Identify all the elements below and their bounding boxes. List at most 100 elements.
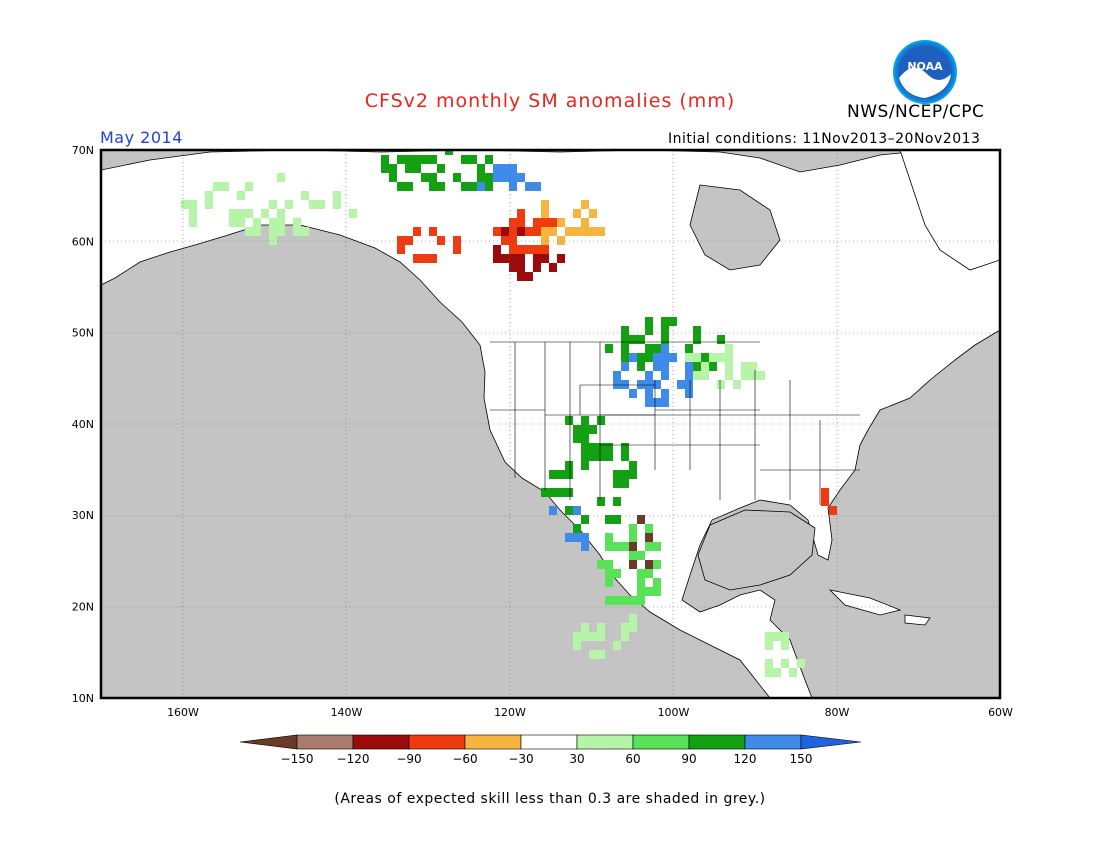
anomaly-cell <box>605 515 613 524</box>
anomaly-cell <box>181 200 189 209</box>
anomaly-cell <box>653 560 661 569</box>
anomaly-cell <box>573 632 581 641</box>
anomaly-cell <box>645 326 653 335</box>
anomaly-cell <box>597 227 605 236</box>
latitude-labels: 70N 60N 50N 40N 30N 20N 10N <box>72 144 94 705</box>
anomaly-cell <box>469 182 477 191</box>
anomaly-cell <box>669 317 677 326</box>
anomaly-cell <box>213 182 221 191</box>
anomaly-cell <box>549 263 557 272</box>
anomaly-cell <box>725 344 733 353</box>
anomaly-cell <box>405 164 413 173</box>
anomaly-cell <box>421 155 429 164</box>
anomaly-cell <box>613 569 621 578</box>
anomaly-cell <box>701 362 709 371</box>
anomaly-cell <box>661 389 669 398</box>
anomaly-cell <box>781 632 789 641</box>
anomaly-cell <box>661 362 669 371</box>
anomaly-cell <box>685 371 693 380</box>
anomaly-cell <box>437 164 445 173</box>
anomaly-cell <box>509 254 517 263</box>
anomaly-cell <box>549 488 557 497</box>
anomaly-cell <box>629 596 637 605</box>
hudson-bay <box>689 184 781 271</box>
anomaly-cell <box>541 209 549 218</box>
anomaly-cell <box>541 227 549 236</box>
anomaly-cell <box>693 371 701 380</box>
anomaly-cell <box>717 353 725 362</box>
anomaly-cell <box>477 164 485 173</box>
anomaly-cell <box>653 353 661 362</box>
colorbar-tick: 150 <box>790 752 813 766</box>
colorbar-tick: −60 <box>452 752 477 766</box>
anomaly-cell <box>397 245 405 254</box>
anomaly-cell <box>565 533 573 542</box>
noaa-logo: NOAA <box>893 40 957 104</box>
anomaly-cell <box>605 596 613 605</box>
anomaly-cell <box>493 227 501 236</box>
anomaly-cell <box>253 227 261 236</box>
anomaly-cell <box>381 155 389 164</box>
anomaly-cell <box>573 209 581 218</box>
anomaly-cell <box>333 191 341 200</box>
anomaly-cell <box>541 254 549 263</box>
anomaly-cell <box>629 560 637 569</box>
anomaly-cell <box>629 389 637 398</box>
anomaly-cell <box>589 227 597 236</box>
lat-label: 50N <box>72 327 94 340</box>
anomaly-cell <box>613 515 621 524</box>
initial-conditions: Initial conditions: 11Nov2013–20Nov2013 <box>668 131 981 147</box>
anomaly-cell <box>517 227 525 236</box>
anomaly-cell <box>405 155 413 164</box>
colorbar-tick: 90 <box>681 752 696 766</box>
anomaly-cell <box>277 173 285 182</box>
anomaly-cell <box>261 209 269 218</box>
anomaly-cell <box>517 173 525 182</box>
anomaly-cell <box>605 560 613 569</box>
colorbar-swatch <box>744 734 802 750</box>
anomaly-cell <box>541 218 549 227</box>
anomaly-cell <box>765 641 773 650</box>
anomaly-cell <box>429 173 437 182</box>
anomaly-cell <box>597 416 605 425</box>
anomaly-cell <box>685 353 693 362</box>
chart-title: CFSv2 monthly SM anomalies (mm) <box>364 90 736 112</box>
anomaly-cell <box>533 263 541 272</box>
anomaly-cell <box>229 218 237 227</box>
anomaly-cell <box>637 362 645 371</box>
colorbar-arrow-left <box>239 734 298 750</box>
anomaly-cell <box>629 335 637 344</box>
anomaly-cell <box>661 335 669 344</box>
anomaly-cell <box>653 578 661 587</box>
anomaly-cell <box>637 551 645 560</box>
anomaly-cell <box>501 173 509 182</box>
anomaly-cell <box>749 362 757 371</box>
lat-label: 10N <box>72 692 94 705</box>
anomaly-cell <box>637 353 645 362</box>
anomaly-cell <box>725 371 733 380</box>
anomaly-cell <box>645 542 653 551</box>
anomaly-cell <box>621 380 629 389</box>
anomaly-cell <box>693 335 701 344</box>
anomaly-cell <box>525 227 533 236</box>
anomaly-cell <box>189 200 197 209</box>
anomaly-cell <box>461 182 469 191</box>
anomaly-cell <box>525 182 533 191</box>
anomaly-cell <box>685 380 693 389</box>
anomaly-cell <box>589 632 597 641</box>
anomaly-cell <box>573 524 581 533</box>
anomaly-cell <box>645 317 653 326</box>
anomaly-cell <box>581 416 589 425</box>
anomaly-cell <box>613 380 621 389</box>
anomaly-cell <box>269 200 277 209</box>
anomaly-cell <box>621 326 629 335</box>
anomaly-cell <box>277 218 285 227</box>
anomaly-cell <box>517 218 525 227</box>
anomaly-cell <box>509 227 517 236</box>
anomaly-cell <box>565 461 573 470</box>
anomaly-cell <box>629 542 637 551</box>
anomaly-cell <box>669 353 677 362</box>
anomaly-cell <box>581 623 589 632</box>
anomaly-cell <box>653 344 661 353</box>
colorbar-swatch <box>632 734 690 750</box>
